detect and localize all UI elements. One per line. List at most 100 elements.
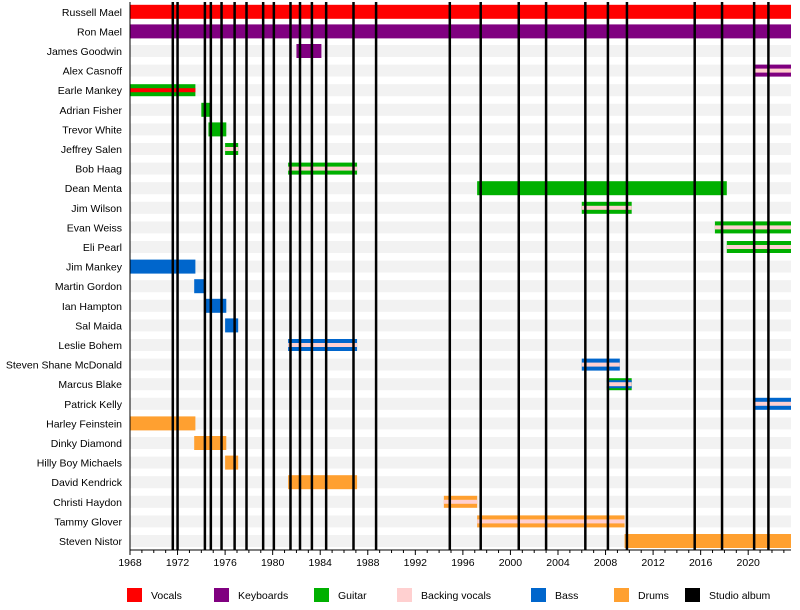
row-background — [130, 339, 791, 351]
legend-item-bass: Bass — [531, 588, 578, 602]
member-label: Dean Menta — [65, 183, 122, 195]
member-label: Ian Hampton — [62, 301, 122, 313]
x-tick-label: 2008 — [594, 557, 618, 569]
x-tick-label: 2016 — [689, 557, 713, 569]
member-label: Ron Mael — [77, 26, 122, 38]
member-bar-drums — [130, 416, 196, 431]
member-label: Hilly Boy Michaels — [37, 458, 122, 470]
member-label: Earle Mankey — [58, 85, 123, 97]
member-label: Jeffrey Salen — [61, 144, 122, 156]
member-bar-backing-vocals — [288, 166, 358, 171]
x-tick-label: 2000 — [499, 557, 523, 569]
member-bar-backing-vocals — [754, 68, 791, 73]
member-bar-bass — [130, 259, 196, 274]
x-tick-label: 1972 — [166, 557, 190, 569]
x-tick-label: 1976 — [213, 557, 237, 569]
row-background — [130, 103, 791, 116]
member-label: Alex Casnoff — [63, 66, 122, 78]
legend: Vocals Keyboards Guitar Backing vocals Bass D… — [127, 588, 771, 602]
x-tick-label: 2012 — [641, 557, 665, 569]
studio-album-lines — [171, 2, 770, 550]
member-bar-backing-vocals — [754, 401, 791, 406]
member-label: Russell Mael — [62, 7, 122, 19]
x-tick-label: 1988 — [356, 557, 380, 569]
member-label: Harley Feinstein — [46, 418, 122, 430]
x-tick-label: 2020 — [737, 557, 761, 569]
legend-label: Bass — [555, 590, 578, 602]
legend-label: Keyboards — [238, 590, 288, 602]
member-label: Christi Haydon — [53, 497, 122, 509]
row-background — [130, 280, 791, 293]
legend-label: Vocals — [151, 590, 182, 602]
legend-swatch — [531, 588, 546, 602]
member-bar-backing-vocals — [225, 147, 239, 151]
member-label: Jim Wilson — [71, 203, 122, 215]
member-bar-backing-vocals — [581, 362, 620, 367]
member-label: Adrian Fisher — [60, 105, 123, 117]
row-background — [130, 417, 791, 430]
member-bar-bass — [225, 318, 239, 333]
member-bar-drums — [288, 475, 358, 490]
legend-item-drums: Drums — [614, 588, 669, 602]
legend-item-vocals: Vocals — [127, 588, 182, 602]
legend-swatch — [214, 588, 229, 602]
member-bar-keyboards — [296, 44, 322, 58]
legend-label: Drums — [638, 590, 669, 602]
row-background — [130, 162, 791, 175]
row-background — [130, 378, 791, 391]
member-bar-backing-vocals — [726, 245, 791, 249]
member-label: Trevor White — [62, 124, 122, 136]
member-bar-backing-vocals — [606, 382, 632, 387]
member-label: Martin Gordon — [55, 281, 122, 293]
x-tick-label: 2004 — [546, 557, 570, 569]
member-label: Marcus Blake — [58, 379, 122, 391]
row-background — [130, 260, 791, 273]
member-bar-backing-vocals — [477, 519, 625, 524]
legend-swatch — [685, 588, 700, 602]
x-axis: 1968 1972 1976 1980 1984 1988 1992 1996 2000 2004… — [118, 2, 791, 569]
member-bar-vocals — [130, 88, 196, 93]
row-background — [130, 299, 791, 312]
member-label: Tammy Glover — [54, 516, 122, 528]
member-label: Evan Weiss — [67, 222, 122, 234]
legend-item-studio-album: Studio album — [685, 588, 771, 602]
member-label: Steven Shane McDonald — [6, 360, 122, 372]
row-background — [130, 123, 791, 136]
member-label: Leslie Bohem — [58, 340, 122, 352]
x-tick-label: 1996 — [451, 557, 475, 569]
x-tick-label: 1980 — [261, 557, 285, 569]
member-labels: Russell Mael Ron Mael James Goodwin Alex Ca… — [6, 7, 123, 548]
member-bar-keyboards — [130, 24, 791, 39]
member-label: James Goodwin — [47, 46, 122, 58]
legend-item-backing-vocals: Backing vocals — [397, 588, 491, 602]
member-label: David Kendrick — [51, 477, 122, 489]
member-bar-vocals — [130, 4, 791, 19]
legend-label: Guitar — [338, 590, 367, 602]
legend-swatch — [614, 588, 629, 602]
row-background — [130, 515, 791, 528]
x-tick-label: 1984 — [309, 557, 333, 569]
member-label: Dinky Diamond — [51, 438, 122, 450]
member-bar-drums — [624, 534, 791, 548]
row-background — [130, 201, 791, 214]
legend-label: Backing vocals — [421, 590, 491, 602]
row-background — [130, 476, 791, 489]
member-bar-drums — [225, 455, 239, 470]
member-label: Bob Haag — [75, 164, 122, 176]
member-label: Jim Mankey — [66, 262, 123, 274]
member-label: Steven Nistor — [59, 536, 123, 548]
x-tick-label: 1968 — [118, 557, 142, 569]
member-bar-backing-vocals — [443, 499, 478, 504]
row-background — [130, 84, 791, 97]
member-label: Patrick Kelly — [64, 399, 123, 411]
member-bar-guitar — [477, 181, 727, 196]
row-background — [130, 241, 791, 253]
row-background — [130, 45, 791, 57]
legend-item-guitar: Guitar — [314, 588, 367, 602]
row-background — [130, 221, 791, 234]
member-bar-bass — [204, 298, 227, 313]
legend-swatch — [127, 588, 142, 602]
x-tick-label: 1992 — [404, 557, 428, 569]
row-background — [130, 437, 791, 449]
